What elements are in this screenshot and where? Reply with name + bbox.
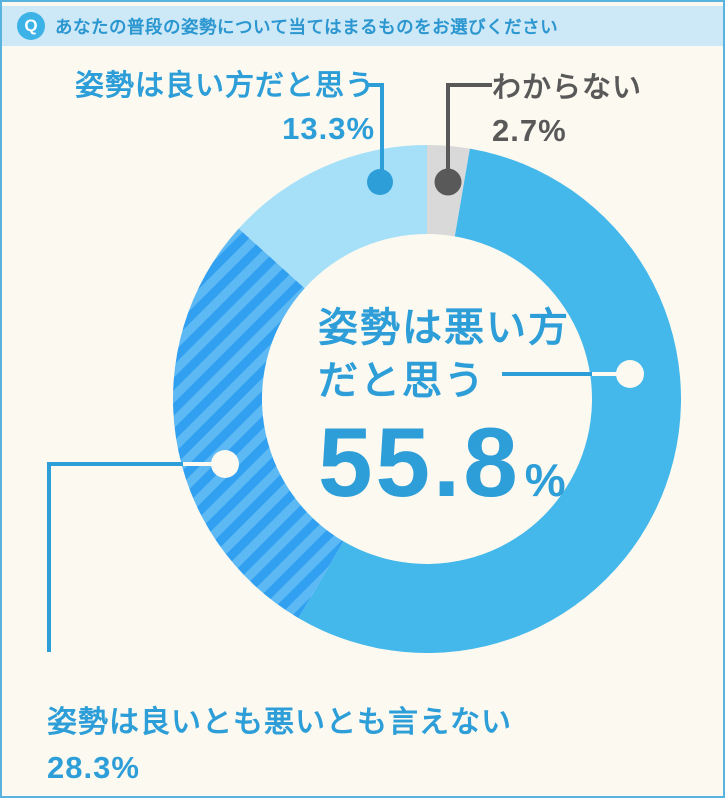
donut-slice-3: [238, 145, 427, 289]
center-label-line2: だと思う: [318, 359, 486, 404]
question-badge-letter: Q: [24, 16, 38, 35]
center-value-unit: %: [524, 453, 566, 506]
question-badge-icon: Q: [17, 12, 45, 40]
callout-dot-unknown: [434, 168, 462, 196]
callout-unknown-value: 2.7%: [492, 113, 567, 148]
callout-neither-text: 姿勢は良いとも悪いとも言えない: [47, 706, 512, 739]
callout-label-neither: 姿勢は良いとも悪いとも言えない 28.3%: [47, 697, 512, 786]
callout-neither-value: 28.3%: [47, 750, 140, 785]
question-title: あなたの普段の姿勢について当てはまるものをお選びください: [55, 16, 559, 37]
center-label-bad: 姿勢は悪い方 だと思う 55.8 %: [318, 302, 570, 518]
callout-line-unknown: [446, 83, 492, 169]
callout-label-unknown: わからない 2.7%: [492, 64, 642, 149]
center-value: 55.8: [318, 407, 521, 518]
center-label-line1: 姿勢は悪い方: [318, 306, 570, 350]
question-header: Q あなたの普段の姿勢について当てはまるものをお選びください: [2, 6, 723, 46]
callout-unknown-text: わからない: [492, 72, 643, 104]
callout-dot-good: [367, 169, 393, 195]
callout-label-good: 姿勢は良い方だと思う 13.3%: [75, 62, 375, 147]
donut-slice-0: [427, 145, 470, 237]
callout-good-value: 13.3%: [282, 111, 376, 146]
callout-good-text: 姿勢は良い方だと思う: [75, 70, 376, 102]
callout-dot-neither: [211, 450, 239, 478]
center-value-row: 55.8 %: [318, 407, 570, 518]
callout-dot-bad: [616, 360, 644, 388]
callout-line-neither: [47, 462, 183, 652]
